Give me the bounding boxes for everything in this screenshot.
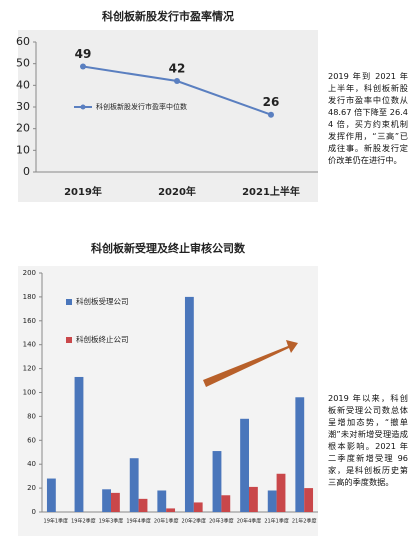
bar <box>111 492 120 512</box>
x-tick-label: 19年2季度 <box>71 518 96 525</box>
bar <box>157 490 167 512</box>
y-tick-label: 120 <box>23 365 36 373</box>
x-tick-label: 20年3季度 <box>209 518 234 525</box>
y-tick-label: 100 <box>23 389 36 397</box>
x-tick-label: 20年4季度 <box>237 518 262 525</box>
x-tick-label: 21年1季度 <box>264 518 289 525</box>
y-tick-label: 0 <box>23 165 30 178</box>
x-tick-label: 20年1季度 <box>154 518 179 525</box>
bar <box>304 488 314 512</box>
y-tick-label: 200 <box>23 269 36 277</box>
bar <box>129 458 139 512</box>
bar <box>240 418 249 512</box>
legend-swatch <box>66 337 72 343</box>
x-tick-label: 2019年 <box>64 185 102 198</box>
bar <box>166 508 176 512</box>
annotation: 2019 年以来，科创板新受理公司数总体呈增加态势，“撤单潮”未对新增受理造成根… <box>328 393 408 487</box>
bar <box>212 451 222 512</box>
y-tick-label: 50 <box>16 57 30 70</box>
bar <box>138 498 148 512</box>
chart-title: 科创板新股发行市盈率情况 <box>102 9 234 23</box>
data-label: 49 <box>75 47 92 61</box>
legend-swatch <box>80 104 86 110</box>
trend-arrow <box>203 340 298 387</box>
bar <box>267 490 277 512</box>
legend-label: 科创板受理公司 <box>76 296 129 306</box>
y-tick-label: 60 <box>16 35 30 48</box>
y-tick-label: 10 <box>16 143 30 156</box>
x-tick-label: 21年2季度 <box>292 518 317 525</box>
x-tick-label: 19年1季度 <box>44 518 69 525</box>
bar <box>221 495 231 512</box>
x-tick-label: 2020年 <box>158 185 196 198</box>
y-tick-label: 0 <box>32 508 36 516</box>
bar <box>102 489 111 512</box>
y-tick-label: 140 <box>23 341 36 349</box>
data-label: 42 <box>169 62 186 76</box>
y-tick-label: 20 <box>27 484 36 492</box>
bar <box>74 376 84 512</box>
chart-title: 科创板新受理及终止审核公司数 <box>91 241 246 255</box>
legend-swatch <box>66 299 72 305</box>
x-tick-label: 20年2季度 <box>182 518 207 525</box>
x-tick-label: 19年3季度 <box>99 518 124 525</box>
annotation: 2019 年到 2021 年上半年，科创板新股发行市盈率中位数从 48.67 倍… <box>328 71 408 165</box>
bar <box>193 502 203 512</box>
x-tick-label: 2021上半年 <box>242 185 300 198</box>
point <box>80 63 86 70</box>
bar <box>295 397 305 512</box>
y-tick-label: 30 <box>16 100 30 113</box>
plot-background <box>18 30 318 202</box>
legend-label: 科创板终止公司 <box>76 334 129 344</box>
y-tick-label: 40 <box>27 460 36 468</box>
y-tick-label: 80 <box>27 412 36 420</box>
y-tick-label: 40 <box>16 78 30 91</box>
y-tick-label: 20 <box>16 122 30 135</box>
point <box>268 111 274 118</box>
y-tick-label: 160 <box>23 317 36 325</box>
x-tick-label: 19年4季度 <box>126 518 151 525</box>
y-tick-label: 180 <box>23 293 36 301</box>
bar <box>46 478 56 512</box>
bar <box>276 473 286 512</box>
legend-label: 科创板新股发行市盈率中位数 <box>96 102 187 111</box>
data-label: 26 <box>263 95 280 109</box>
point <box>174 78 180 84</box>
y-tick-label: 60 <box>27 436 36 444</box>
bar <box>249 486 258 512</box>
bar <box>184 296 194 512</box>
